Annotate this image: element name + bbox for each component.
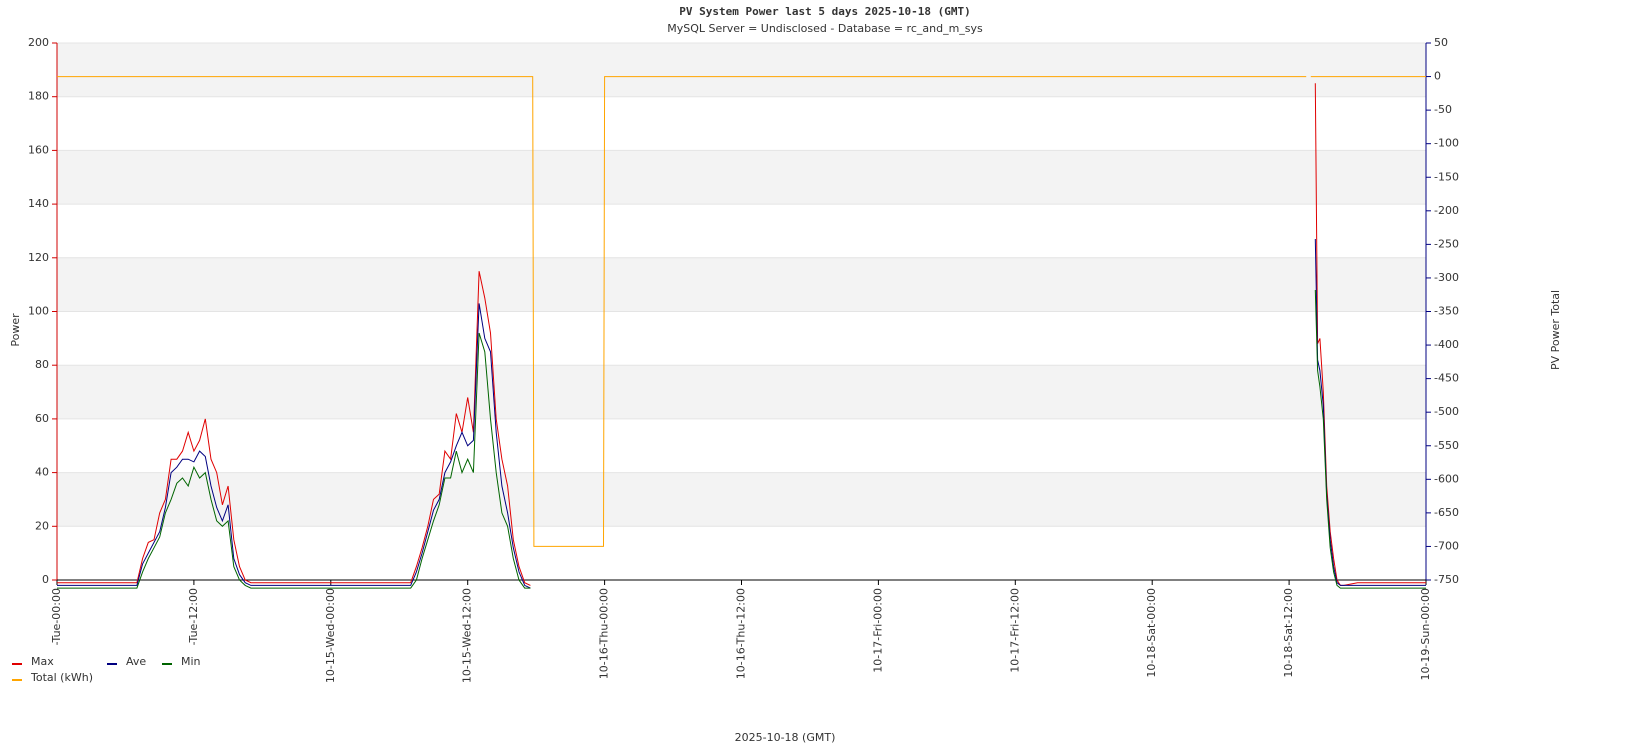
chart-title: PV System Power last 5 days 2025-10-18 (… xyxy=(679,5,970,18)
legend-label: Ave xyxy=(126,655,146,668)
y-tick-label: 160 xyxy=(28,143,49,156)
y2-tick-label: -300 xyxy=(1434,271,1459,284)
y-axis-label: Power xyxy=(9,313,22,347)
x-tick-label: 10-19-Sun-00:00 xyxy=(1419,588,1432,681)
y2-tick-label: -350 xyxy=(1434,305,1459,318)
grid-band xyxy=(57,365,1426,419)
y-tick-label: 180 xyxy=(28,90,49,103)
x-tick-label: 10-17-Fri-00:00 xyxy=(871,588,884,673)
y2-tick-label: -100 xyxy=(1434,137,1459,150)
series-line xyxy=(57,76,1426,547)
grid-band xyxy=(57,257,1426,312)
series-line xyxy=(57,83,1426,586)
y-tick-label: 200 xyxy=(28,36,49,49)
y-tick-label: 40 xyxy=(35,466,49,479)
y2-tick-label: -400 xyxy=(1434,338,1459,351)
y2-tick-label: -200 xyxy=(1434,204,1459,217)
y-tick-label: 80 xyxy=(35,358,49,371)
x-tick-label: 10-15-Wed-00:00 xyxy=(324,588,337,683)
grid-band xyxy=(57,472,1426,527)
y2-tick-label: -500 xyxy=(1434,405,1459,418)
y2-tick-label: -550 xyxy=(1434,439,1459,452)
legend-label: Max xyxy=(31,655,54,668)
y-tick-label: 120 xyxy=(28,251,49,264)
legend-label: Min xyxy=(181,655,201,668)
x-tick-label: 10-15-Wed-12:00 xyxy=(461,588,474,683)
y-tick-label: 100 xyxy=(28,305,49,318)
grid-band xyxy=(57,150,1426,205)
grid-band xyxy=(57,43,1426,97)
plot-background xyxy=(57,42,1426,581)
legend-label: Total (kWh) xyxy=(30,671,93,684)
y2-tick-label: -650 xyxy=(1434,506,1459,519)
y2-tick-label: -750 xyxy=(1434,573,1459,586)
y2-tick-label: -150 xyxy=(1434,170,1459,183)
y2-tick-label: -50 xyxy=(1434,103,1452,116)
y-tick-label: 0 xyxy=(42,573,49,586)
y2-tick-label: -600 xyxy=(1434,472,1459,485)
x-axis-label: 2025-10-18 (GMT) xyxy=(735,731,836,744)
x-tick-label: 10-18-Sat-12:00 xyxy=(1282,588,1295,678)
y2-tick-label: -700 xyxy=(1434,539,1459,552)
y2-tick-label: -450 xyxy=(1434,372,1459,385)
x-tick-label: 10-18-Sat-00:00 xyxy=(1145,588,1158,678)
y2-axis-label: PV Power Total xyxy=(1549,290,1562,370)
x-tick-label: 10-16-Thu-12:00 xyxy=(735,588,748,679)
y2-tick-label: 50 xyxy=(1434,36,1448,49)
chart-subtitle: MySQL Server = Undisclosed - Database = … xyxy=(667,22,983,35)
y2-tick-label: -250 xyxy=(1434,237,1459,250)
series-line xyxy=(57,238,1426,589)
x-tick-label: 10-16-Thu-00:00 xyxy=(598,588,611,679)
series-line xyxy=(57,289,1426,589)
x-tick-label: 10-17-Fri-12:00 xyxy=(1008,588,1021,673)
y2-tick-label: 0 xyxy=(1434,70,1441,83)
x-tick-label: -Tue-12:00 xyxy=(187,588,200,645)
x-tick-label: -Tue-00:00 xyxy=(50,588,63,645)
y-tick-label: 60 xyxy=(35,412,49,425)
y-tick-label: 140 xyxy=(28,197,49,210)
y-tick-label: 20 xyxy=(35,519,49,532)
